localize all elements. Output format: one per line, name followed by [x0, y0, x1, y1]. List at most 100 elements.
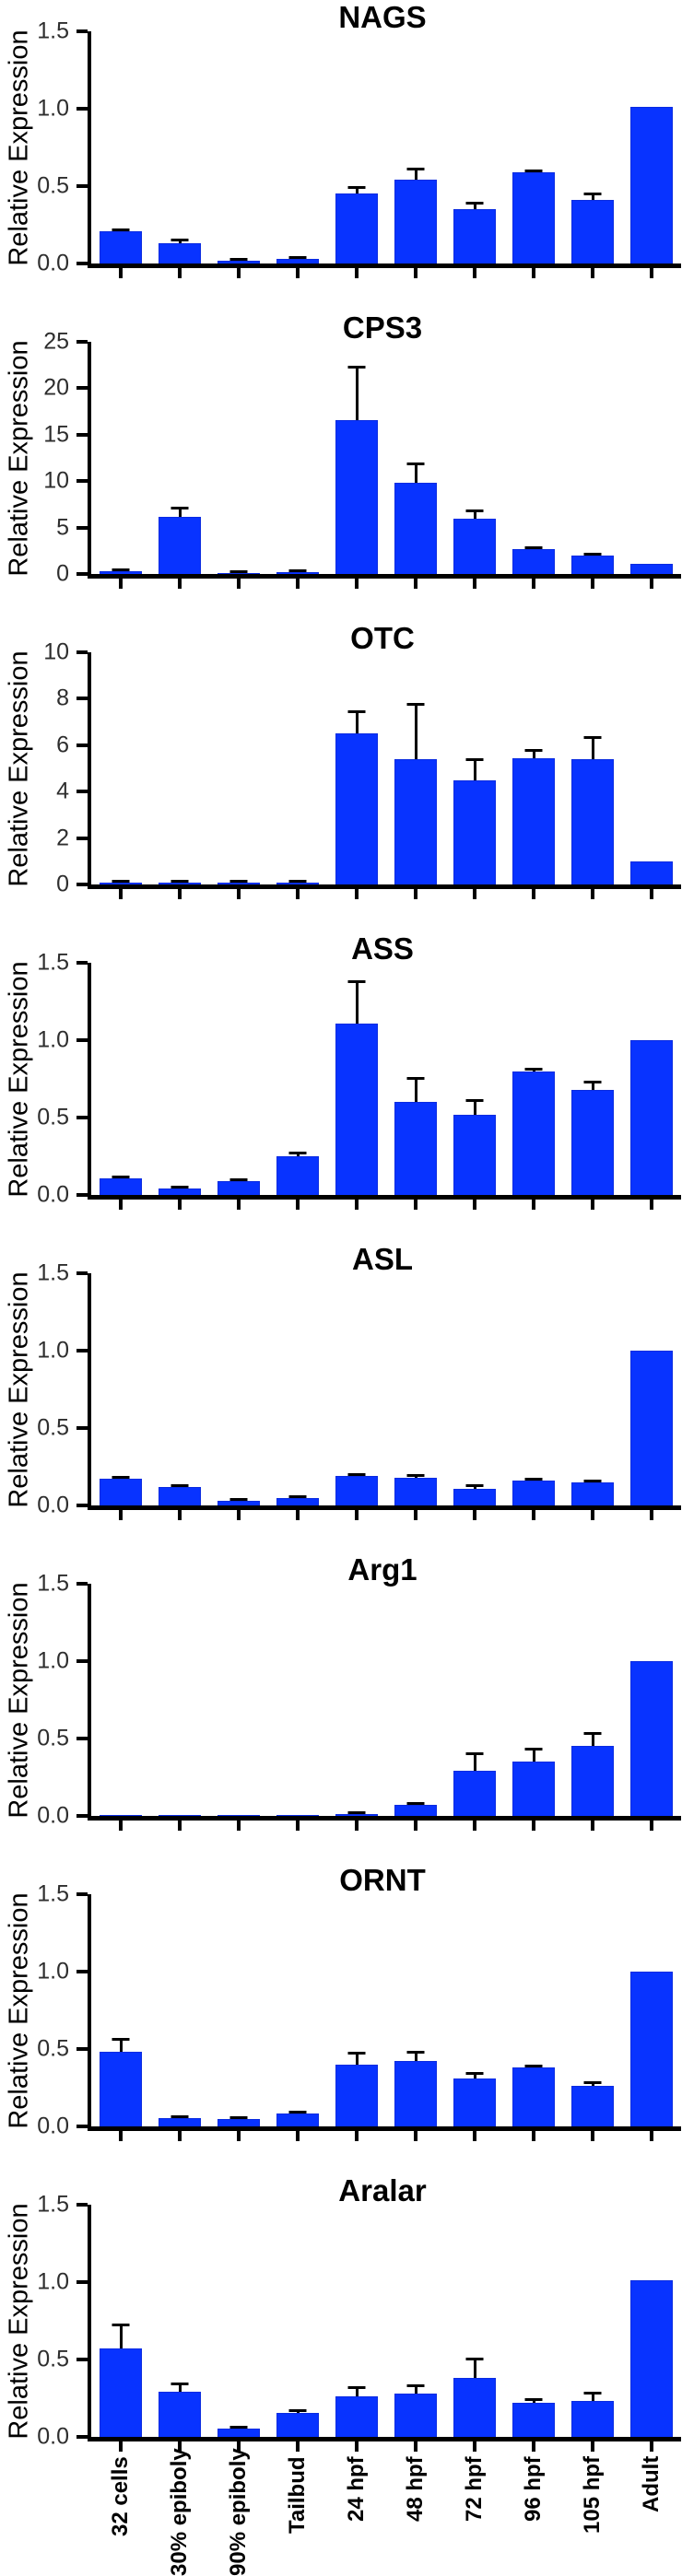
bar-slot	[209, 1584, 268, 1831]
error-bar-stem	[178, 507, 182, 517]
error-bar-cap	[406, 1474, 425, 1478]
bar-48-hpf	[394, 483, 437, 574]
error-bar	[229, 1177, 248, 1181]
error-bar	[112, 2324, 130, 2349]
bar-48-hpf	[394, 2394, 437, 2437]
bar-slot	[150, 963, 209, 1210]
bar-slot	[91, 2205, 150, 2452]
y-axis-tick	[76, 2435, 88, 2439]
bar-slot	[327, 1894, 386, 2141]
error-bar	[170, 880, 189, 884]
error-bar-cap	[583, 2392, 602, 2395]
error-bar-cap	[406, 2383, 425, 2387]
bar-slot	[563, 31, 622, 278]
bar-tailbud	[276, 2413, 319, 2437]
error-bar	[406, 167, 425, 181]
error-bar-stem	[355, 979, 359, 1024]
chart-ASL: ASL Relative Expression 0.0 0.5 1.0 1.5	[0, 1242, 682, 1552]
x-axis-tick	[414, 1200, 417, 1210]
bar-32-cells	[100, 2348, 142, 2437]
error-bar-stem	[414, 167, 417, 181]
plot-area: Relative Expression 0.0 0.5 1.0 1.5	[5, 1882, 681, 2141]
bar-90-epiboly	[218, 572, 260, 574]
y-axis-tick	[76, 1193, 88, 1197]
x-axis-tick	[296, 1510, 300, 1520]
y-axis-label-text: Relative Expression	[4, 1270, 34, 1508]
error-bar	[112, 879, 130, 883]
y-axis-tick-label: 1.0	[37, 95, 69, 122]
error-bar	[112, 1175, 130, 1178]
bar-slot	[386, 1273, 445, 1520]
bar-slot	[327, 342, 386, 589]
error-bar-cap	[465, 2358, 484, 2361]
bar-slot	[150, 31, 209, 278]
x-axis-tick	[473, 1821, 476, 1831]
y-axis-label-text: Relative Expression	[4, 1581, 34, 1819]
bar-slot	[268, 652, 327, 899]
chart-Arg1: Arg1 Relative Expression 0.0 0.5 1.0 1.5	[0, 1552, 682, 1863]
error-bar-stem	[414, 1077, 417, 1103]
bar-90-epiboly	[218, 1815, 260, 1816]
error-bar-cap	[347, 1473, 366, 1477]
error-bar-cap	[406, 463, 425, 466]
bar-32-cells	[100, 1177, 142, 1195]
error-bar-cap	[406, 167, 425, 170]
bar-slot	[327, 2205, 386, 2452]
error-bar-cap	[583, 1732, 602, 1736]
bar-tailbud	[276, 1815, 319, 1816]
x-axis-tick	[473, 1200, 476, 1210]
error-bar-cap	[465, 1098, 484, 1102]
x-axis-tick	[650, 1200, 653, 1210]
y-axis-tick-label: 25	[43, 328, 69, 355]
x-axis-tick	[178, 889, 182, 899]
bar-slot	[504, 1894, 563, 2141]
bar-slot	[268, 963, 327, 1210]
x-axis-tick	[473, 889, 476, 899]
x-axis-tick	[591, 889, 594, 899]
x-axis-tick	[650, 889, 653, 899]
error-bar-cap	[524, 2398, 543, 2401]
x-axis-tick	[473, 579, 476, 589]
error-bar	[170, 1186, 189, 1189]
bar-slots	[91, 1894, 681, 2141]
bar-24-hpf	[335, 2396, 378, 2437]
bar-slot	[91, 1273, 150, 1520]
bar-24-hpf	[335, 1813, 378, 1816]
x-axis-label-cell: 105 hpf	[563, 2456, 622, 2576]
error-bar-cap	[347, 2385, 366, 2389]
bar-adult	[630, 1040, 673, 1195]
y-axis-tick-label: 1.0	[37, 2268, 69, 2295]
bar-30-epiboly	[159, 883, 201, 884]
y-axis-label: Relative Expression	[3, 961, 36, 1197]
error-bar-cap	[288, 1494, 307, 1498]
bar-slot	[563, 963, 622, 1210]
x-axis-tick	[237, 579, 241, 589]
bar-slot	[622, 1894, 681, 2141]
x-axis-tick	[532, 889, 535, 899]
bar-slot	[91, 963, 150, 1210]
y-axis-tick	[76, 432, 88, 437]
bar-96-hpf	[512, 2067, 555, 2126]
plot-area: Relative Expression 0.0 0.5 1.0 1.5	[5, 951, 681, 1210]
x-axis-tick	[296, 1821, 300, 1831]
y-axis-tick-label: 0.0	[37, 2113, 69, 2139]
chart-title: Aralar	[338, 2173, 427, 2207]
x-axis-tick	[414, 579, 417, 589]
chart-OTC: OTC Relative Expression 0 2 4 6 8 10	[0, 621, 682, 931]
error-bar	[524, 1478, 543, 1481]
error-bar-cap	[583, 1080, 602, 1083]
x-axis-tick	[355, 579, 359, 589]
plot-area: Relative Expression 0 5 10 15 20 25	[5, 330, 681, 589]
y-axis-tick	[76, 1582, 88, 1586]
bar-slot	[622, 963, 681, 1210]
bar-tailbud	[276, 882, 319, 884]
error-bar-cap	[229, 879, 248, 883]
y-axis-tick-label: 1.0	[37, 1337, 69, 1364]
bar-48-hpf	[394, 1102, 437, 1195]
error-bar	[465, 2358, 484, 2379]
bar-adult	[630, 563, 673, 574]
x-axis-tick	[119, 889, 123, 899]
bar-slot	[386, 342, 445, 589]
bar-105-hpf	[571, 2401, 614, 2437]
error-bar-stem	[532, 748, 535, 758]
